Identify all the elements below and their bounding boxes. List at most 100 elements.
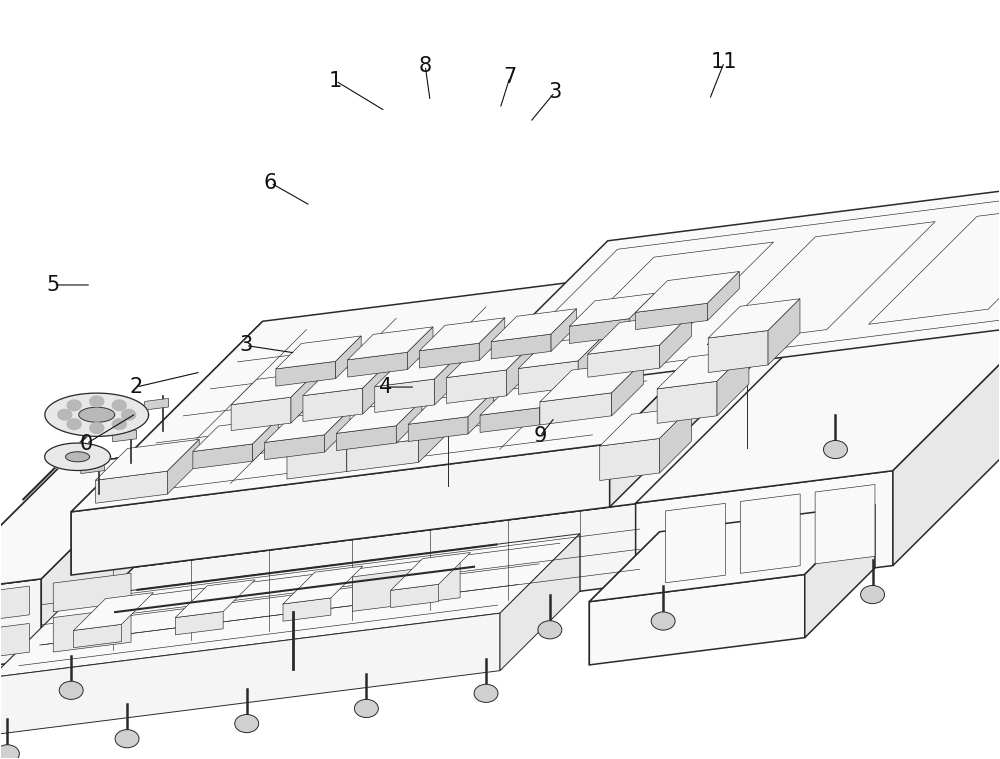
Polygon shape: [96, 439, 199, 480]
Polygon shape: [347, 439, 419, 471]
Polygon shape: [407, 327, 433, 370]
Polygon shape: [500, 534, 580, 671]
Polygon shape: [815, 484, 875, 564]
Polygon shape: [636, 313, 827, 598]
Polygon shape: [740, 494, 800, 573]
Polygon shape: [540, 393, 612, 425]
Polygon shape: [347, 408, 451, 449]
Polygon shape: [81, 462, 105, 474]
Polygon shape: [707, 222, 935, 345]
Polygon shape: [540, 361, 644, 402]
Polygon shape: [419, 318, 505, 351]
Text: 2: 2: [129, 377, 143, 397]
Polygon shape: [122, 409, 136, 420]
Polygon shape: [79, 408, 115, 422]
Polygon shape: [448, 169, 1000, 400]
Circle shape: [0, 745, 19, 759]
Polygon shape: [518, 335, 604, 368]
Polygon shape: [589, 505, 875, 602]
Polygon shape: [287, 411, 372, 445]
Polygon shape: [303, 388, 363, 421]
Polygon shape: [666, 503, 725, 583]
Polygon shape: [708, 330, 768, 373]
Polygon shape: [71, 321, 263, 575]
Polygon shape: [336, 336, 361, 379]
Polygon shape: [827, 280, 1000, 408]
Polygon shape: [468, 392, 494, 434]
Text: 8: 8: [419, 55, 432, 76]
Circle shape: [474, 685, 498, 702]
Polygon shape: [408, 417, 468, 442]
Polygon shape: [0, 452, 169, 593]
Polygon shape: [347, 411, 372, 471]
Polygon shape: [408, 392, 494, 424]
Polygon shape: [276, 361, 336, 386]
Polygon shape: [352, 563, 460, 611]
Polygon shape: [375, 354, 460, 386]
Polygon shape: [0, 465, 61, 673]
Polygon shape: [175, 580, 255, 618]
Polygon shape: [396, 400, 422, 443]
Polygon shape: [657, 381, 717, 424]
Polygon shape: [53, 573, 131, 612]
Polygon shape: [588, 345, 660, 377]
Polygon shape: [480, 183, 1000, 386]
Polygon shape: [518, 361, 578, 395]
Polygon shape: [447, 345, 532, 377]
Polygon shape: [419, 408, 451, 462]
Polygon shape: [435, 354, 460, 405]
Text: 11: 11: [711, 52, 738, 72]
Polygon shape: [629, 293, 655, 336]
Polygon shape: [287, 437, 347, 479]
Polygon shape: [636, 280, 1000, 503]
Polygon shape: [363, 363, 388, 414]
Polygon shape: [193, 444, 253, 469]
Polygon shape: [660, 407, 691, 473]
Polygon shape: [113, 430, 137, 442]
Circle shape: [235, 714, 259, 732]
Polygon shape: [265, 435, 324, 460]
Polygon shape: [0, 623, 29, 663]
Polygon shape: [540, 383, 565, 425]
Circle shape: [538, 621, 562, 639]
Polygon shape: [610, 254, 801, 507]
Circle shape: [59, 682, 83, 699]
Polygon shape: [569, 293, 655, 326]
Polygon shape: [41, 313, 831, 579]
Polygon shape: [276, 336, 361, 369]
Polygon shape: [175, 612, 223, 635]
Polygon shape: [600, 407, 691, 446]
Text: 5: 5: [47, 275, 60, 295]
Polygon shape: [636, 471, 893, 598]
Polygon shape: [58, 409, 72, 420]
Polygon shape: [869, 201, 1000, 324]
Polygon shape: [545, 242, 774, 365]
Polygon shape: [291, 372, 317, 423]
Polygon shape: [636, 272, 739, 313]
Polygon shape: [657, 350, 749, 389]
Circle shape: [651, 612, 675, 630]
Polygon shape: [71, 444, 610, 575]
Polygon shape: [348, 327, 433, 360]
Polygon shape: [480, 408, 540, 433]
Polygon shape: [45, 393, 149, 436]
Polygon shape: [45, 443, 110, 471]
Polygon shape: [41, 503, 640, 660]
Polygon shape: [67, 400, 81, 411]
Text: 3: 3: [239, 335, 252, 355]
Polygon shape: [640, 313, 831, 584]
Polygon shape: [67, 419, 81, 430]
Polygon shape: [612, 361, 644, 416]
Polygon shape: [96, 471, 167, 503]
Polygon shape: [167, 439, 199, 494]
Polygon shape: [0, 598, 71, 735]
Polygon shape: [283, 566, 363, 604]
Polygon shape: [589, 532, 660, 665]
Polygon shape: [324, 409, 350, 452]
Polygon shape: [193, 418, 278, 452]
Polygon shape: [336, 400, 422, 433]
Polygon shape: [447, 370, 506, 403]
Polygon shape: [348, 352, 407, 377]
Polygon shape: [578, 335, 604, 387]
Polygon shape: [265, 409, 350, 442]
